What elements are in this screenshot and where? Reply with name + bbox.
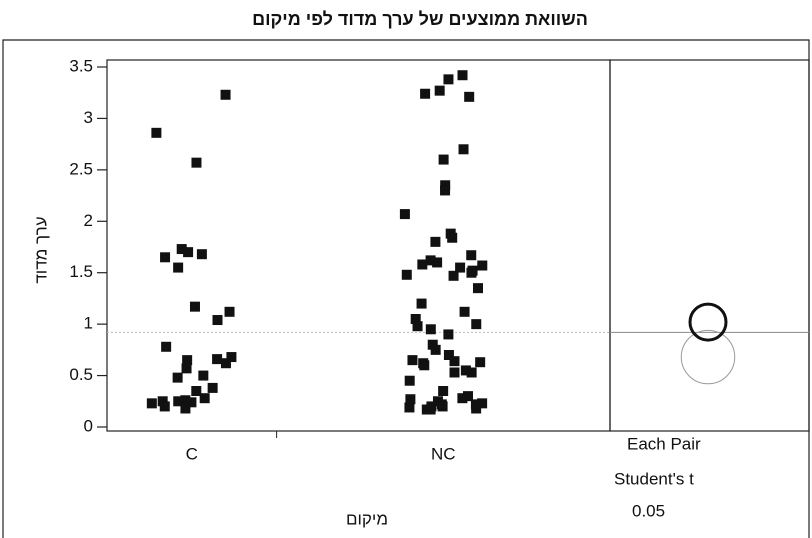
point — [191, 157, 202, 168]
point — [410, 314, 421, 324]
point — [181, 363, 192, 374]
point — [460, 365, 471, 376]
point — [466, 367, 477, 378]
point — [438, 386, 449, 396]
point — [399, 209, 410, 220]
point — [407, 355, 418, 366]
point — [226, 352, 237, 363]
comparison-method: Each Pair — [627, 434, 701, 453]
y-tick-label: 3 — [84, 108, 93, 127]
point — [405, 394, 416, 405]
point — [430, 236, 441, 247]
point — [212, 315, 223, 326]
point — [173, 396, 184, 407]
point — [159, 401, 170, 412]
point — [180, 403, 191, 414]
point — [416, 298, 427, 309]
point — [182, 355, 193, 366]
point — [212, 354, 223, 365]
point — [477, 398, 488, 409]
point — [427, 339, 438, 350]
point — [417, 259, 428, 270]
point — [157, 396, 168, 407]
point — [404, 402, 415, 413]
y-tick-label: 1 — [84, 314, 93, 333]
point — [189, 301, 200, 312]
point — [186, 397, 197, 408]
point — [220, 89, 231, 100]
x-tick-label: NC — [431, 444, 456, 463]
point — [420, 88, 431, 99]
point — [464, 91, 475, 102]
point — [207, 382, 218, 393]
point — [449, 356, 460, 367]
point — [443, 329, 454, 340]
point — [434, 85, 445, 96]
y-axis-label: ערך מדוד — [31, 216, 50, 283]
point — [477, 260, 488, 271]
circle-panel — [609, 59, 810, 432]
point — [455, 262, 466, 273]
point — [425, 404, 436, 415]
point — [430, 344, 441, 355]
y-tick-label: 3.5 — [69, 56, 93, 75]
point — [425, 324, 436, 335]
point — [471, 403, 482, 414]
point — [401, 269, 412, 280]
point — [199, 393, 210, 404]
point — [466, 250, 477, 261]
point — [224, 306, 235, 317]
point — [447, 232, 458, 243]
y-tick-label: 0.5 — [69, 365, 93, 384]
point — [425, 255, 436, 266]
point — [191, 386, 202, 396]
point — [449, 367, 460, 378]
point — [173, 262, 184, 273]
point — [419, 360, 430, 371]
comparison-test: Student's t — [614, 469, 694, 488]
x-axis-label: מיקום — [346, 509, 388, 528]
point — [432, 257, 443, 268]
comparison-alpha: 0.05 — [632, 501, 665, 520]
y-tick-label: 2 — [84, 211, 93, 230]
point — [146, 398, 157, 409]
point — [457, 393, 468, 404]
point — [459, 306, 470, 317]
point — [438, 154, 449, 165]
point — [151, 127, 162, 138]
point — [457, 70, 468, 81]
point — [458, 144, 469, 155]
point — [412, 321, 423, 332]
point — [443, 74, 454, 85]
point — [172, 372, 183, 383]
point — [463, 391, 474, 402]
point — [404, 375, 415, 386]
outer-frame — [2, 39, 810, 538]
y-tick-label: 0 — [84, 416, 93, 435]
point — [448, 270, 459, 281]
point — [440, 185, 451, 196]
comparison-circle — [688, 302, 728, 342]
point — [180, 395, 191, 406]
y-tick-label: 2.5 — [69, 159, 93, 178]
point — [198, 370, 209, 381]
point — [161, 341, 172, 352]
point — [220, 358, 231, 369]
point — [160, 252, 171, 263]
chart-title: השוואת ממוצעים של ערך מדוד לפי מיקום — [252, 9, 588, 29]
point — [196, 249, 207, 260]
point — [183, 247, 194, 258]
point — [437, 401, 448, 412]
point — [443, 350, 454, 360]
point — [472, 283, 483, 294]
x-tick-label: C — [186, 444, 198, 463]
point — [466, 267, 477, 278]
point — [176, 244, 187, 255]
point — [471, 319, 482, 330]
point — [475, 357, 486, 368]
comparison-circle — [680, 329, 736, 385]
point — [440, 180, 451, 191]
y-tick-label: 1.5 — [69, 262, 93, 281]
